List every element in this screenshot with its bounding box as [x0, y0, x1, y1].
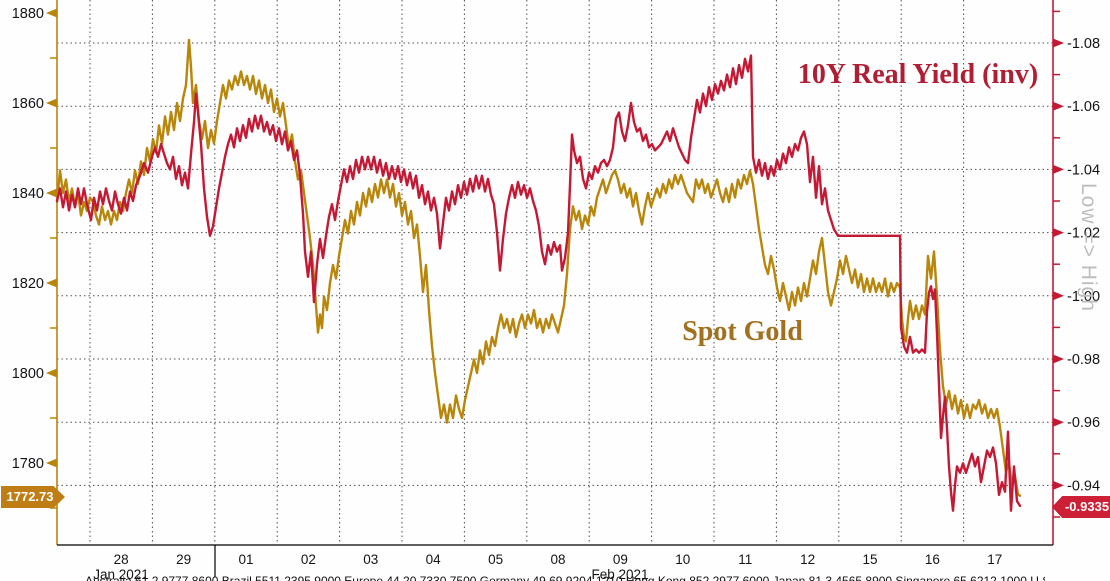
- x-tick-label: 05: [488, 552, 503, 567]
- x-tick-label: 28: [114, 552, 129, 567]
- right-tick-arrow: [1053, 417, 1064, 427]
- right-tick-label: -0.98: [1067, 352, 1100, 368]
- right-tick-arrow: [1053, 291, 1064, 301]
- right-tick-label: -1.04: [1067, 162, 1100, 178]
- x-tick-label: 02: [301, 552, 316, 567]
- right-tick-label: -1.02: [1067, 226, 1100, 242]
- left-tick-label: 1820: [12, 276, 44, 292]
- right-tick-label: -1.06: [1067, 99, 1100, 115]
- right-tick-arrow: [1053, 38, 1064, 48]
- left-tick-arrow: [46, 8, 57, 18]
- right-tick-arrow: [1053, 164, 1064, 174]
- left-tick-arrow: [46, 278, 57, 288]
- x-tick-label: 04: [426, 552, 442, 567]
- x-tick-label: 17: [987, 552, 1002, 567]
- right-tick-arrow: [1053, 354, 1064, 364]
- right-tick-arrow: [1053, 480, 1064, 490]
- left-tick-arrow: [46, 98, 57, 108]
- left-tick-arrow: [46, 458, 57, 468]
- yield-series-line: [55, 54, 1022, 512]
- x-tick-label: 15: [862, 552, 877, 567]
- x-tick-label: 16: [925, 552, 940, 567]
- right-tick-label: -0.94: [1067, 478, 1100, 494]
- left-tick-label: 1840: [12, 186, 44, 202]
- left-tick-label: 1800: [12, 366, 44, 382]
- bloomberg-footer-text: Australia 61 2 9777 8600 Brazil 5511 239…: [85, 574, 1045, 581]
- x-tick-label: 09: [613, 552, 628, 567]
- left-tick-arrow: [46, 188, 57, 198]
- right-tick-label: -1.00: [1067, 289, 1100, 305]
- gold-last-value-badge: 1772.73: [1, 486, 65, 508]
- right-tick-arrow: [1053, 101, 1064, 111]
- x-tick-label: 10: [675, 552, 690, 567]
- x-tick-label: 29: [176, 552, 191, 567]
- right-tick-label: -1.08: [1067, 36, 1100, 52]
- x-tick-label: 01: [238, 552, 253, 567]
- left-tick-label: 1780: [12, 456, 44, 472]
- yield-last-value-badge: -0.9335: [1052, 496, 1110, 518]
- left-tick-label: 1880: [12, 6, 44, 22]
- right-tick-label: -0.96: [1067, 415, 1100, 431]
- left-tick-label: 1860: [12, 96, 44, 112]
- x-tick-label: 12: [800, 552, 815, 567]
- gold-series-line: [55, 38, 1022, 497]
- left-tick-arrow: [46, 368, 57, 378]
- x-tick-label: 08: [550, 552, 565, 567]
- x-tick-label: 03: [363, 552, 378, 567]
- right-tick-arrow: [1053, 228, 1064, 238]
- x-tick-label: 11: [738, 552, 752, 567]
- x-month-label: Jan 2021: [93, 567, 149, 581]
- x-month-label: Feb 2021: [591, 567, 648, 581]
